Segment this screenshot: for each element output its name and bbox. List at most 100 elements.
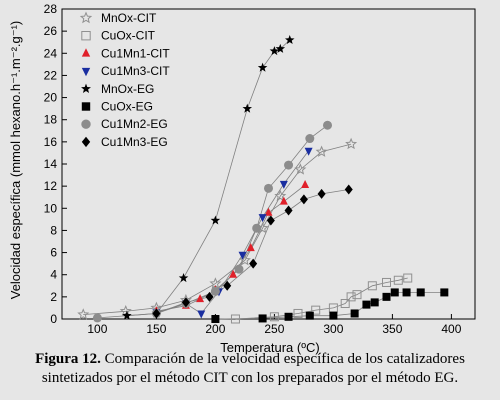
legend-label: Cu1Mn1-CIT xyxy=(101,46,170,60)
data-point-diamond xyxy=(344,184,353,195)
x-tick-label: 200 xyxy=(205,322,225,336)
legend-label: MnOx-EG xyxy=(101,82,154,96)
data-point-square xyxy=(362,300,371,309)
data-point-circle xyxy=(252,223,262,233)
data-point-square xyxy=(311,305,321,315)
y-tick-label: 18 xyxy=(44,113,58,127)
data-point-triangle xyxy=(279,180,288,189)
plot-area xyxy=(61,8,476,320)
data-point-star xyxy=(122,310,132,320)
data-point-square xyxy=(367,281,377,291)
data-point-circle xyxy=(92,313,102,323)
x-tick-label: 400 xyxy=(441,322,461,336)
data-point-square xyxy=(382,277,391,287)
data-point-diamond xyxy=(266,215,275,226)
y-tick-label: 2 xyxy=(50,290,57,304)
axis-ticks: 100 150 200 250 300 350 4000246810121416182022… xyxy=(44,2,462,336)
data-point-square xyxy=(340,299,350,308)
data-point-diamond xyxy=(205,291,214,302)
data-point-diamond xyxy=(299,194,308,205)
data-point-star xyxy=(275,43,286,53)
x-tick-label: 100 xyxy=(87,322,107,336)
legend-label: MnOx-CIT xyxy=(101,11,157,25)
data-point-circle xyxy=(81,119,91,129)
data-point-circle xyxy=(305,134,315,144)
legend-entry-1: CuOx-CIT xyxy=(81,29,156,43)
legend-label: Cu1Mn2-EG xyxy=(101,117,168,131)
data-point-diamond xyxy=(223,280,232,291)
data-point-circle xyxy=(264,183,273,193)
legend-label: CuOx-CIT xyxy=(101,29,156,43)
data-point-square xyxy=(370,298,379,307)
series-markers-5 xyxy=(211,288,449,323)
y-tick-label: 26 xyxy=(44,24,58,38)
data-point-star xyxy=(178,273,189,283)
legend-entry-7: Cu1Mn3-EG xyxy=(81,135,168,149)
data-point-star xyxy=(210,215,221,225)
y-tick-label: 24 xyxy=(44,46,58,60)
y-tick-label: 14 xyxy=(44,157,58,171)
data-point-star xyxy=(345,137,358,150)
data-point-square xyxy=(230,314,240,324)
legend-label: Cu1Mn3-EG xyxy=(101,135,168,149)
data-point-star xyxy=(274,189,287,202)
data-point-square xyxy=(258,314,267,323)
data-point-square xyxy=(382,292,391,301)
data-point-diamond xyxy=(181,297,190,308)
x-tick-label: 300 xyxy=(323,322,343,336)
data-point-triangle xyxy=(258,214,267,223)
x-tick-label: 350 xyxy=(382,322,402,336)
data-point-triangle xyxy=(301,180,310,189)
data-point-square xyxy=(352,290,362,300)
data-point-diamond xyxy=(152,308,161,319)
data-point-square xyxy=(403,273,413,283)
legend-entry-2: Cu1Mn1-CIT xyxy=(81,46,170,60)
legend-entry-5: CuOx-EG xyxy=(81,100,153,114)
data-point-star xyxy=(284,35,295,45)
data-point-circle xyxy=(284,160,294,170)
data-point-star xyxy=(238,254,251,266)
data-point-star xyxy=(294,163,307,175)
y-tick-label: 20 xyxy=(44,91,58,105)
legend-entry-0: MnOx-CIT xyxy=(79,11,157,25)
data-point-star xyxy=(242,103,253,113)
x-axis-title: Temperatura (ºC) xyxy=(220,340,319,355)
data-point-triangle xyxy=(238,251,247,260)
data-point-diamond xyxy=(317,188,326,199)
legend-label: CuOx-EG xyxy=(101,100,153,114)
figure-caption-text: Comparación de la velocidad específica d… xyxy=(41,351,465,386)
x-tick-label: 250 xyxy=(264,322,284,336)
series-markers xyxy=(77,35,449,324)
data-point-square xyxy=(346,292,356,302)
y-tick-label: 6 xyxy=(50,246,57,260)
data-point-square xyxy=(440,288,449,297)
data-point-star xyxy=(77,308,90,320)
data-point-triangle xyxy=(81,48,91,57)
data-point-triangle xyxy=(197,310,206,319)
legend-entry-6: Cu1Mn2-EG xyxy=(81,117,168,131)
data-point-star xyxy=(119,304,132,317)
data-point-diamond xyxy=(249,258,258,269)
x-tick-label: 150 xyxy=(146,322,166,336)
y-tick-label: 8 xyxy=(50,223,57,237)
data-point-star xyxy=(257,62,268,72)
data-point-circle xyxy=(323,120,332,130)
data-point-star xyxy=(269,46,280,56)
figure-caption-label: Figura 12. xyxy=(35,351,101,367)
data-point-star xyxy=(315,145,328,157)
series-line-6 xyxy=(97,124,328,319)
data-point-square xyxy=(293,308,303,318)
data-point-square xyxy=(393,275,403,285)
series-markers-1 xyxy=(230,273,413,324)
data-point-square xyxy=(416,288,425,297)
data-point-square xyxy=(211,315,220,323)
y-tick-label: 0 xyxy=(50,312,57,326)
data-point-triangle xyxy=(264,207,273,216)
y-tick-label: 28 xyxy=(44,2,58,16)
legend-entry-4: MnOx-EG xyxy=(81,82,154,96)
data-point-square xyxy=(269,312,279,322)
y-tick-label: 4 xyxy=(50,268,57,282)
data-point-star xyxy=(81,83,91,94)
data-point-triangle xyxy=(81,67,91,77)
